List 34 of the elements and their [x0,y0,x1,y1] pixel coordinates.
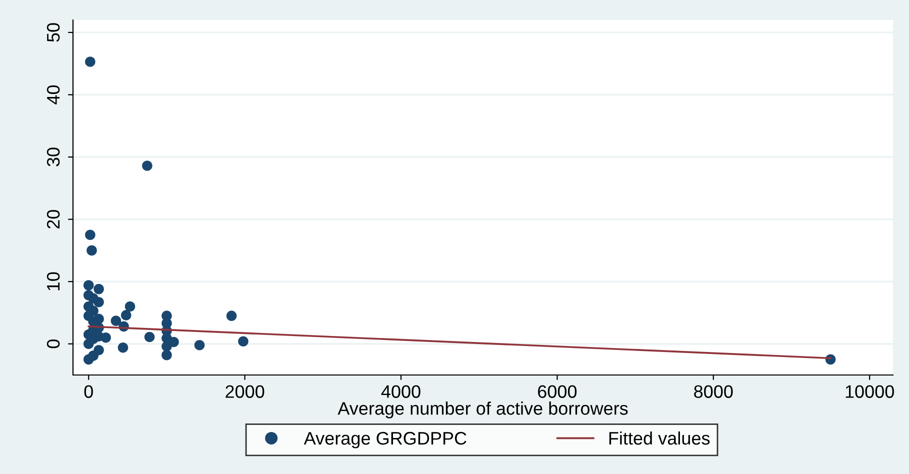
legend-label: Average GRGDPPC [304,432,466,448]
point [94,344,104,356]
y-tick-label: 0 [46,340,60,348]
point [120,310,132,320]
point [238,336,248,347]
x-tick-label: 6000 [538,385,577,398]
y-tick-label: 40 [46,85,60,104]
y-tick-label: 20 [46,210,60,228]
y-tick-label: 30 [46,148,60,166]
point [94,284,104,294]
point [226,310,237,321]
point [85,230,96,240]
point [94,296,104,308]
point [86,245,97,256]
legend-label: Fitted values [609,431,710,445]
point [162,350,172,360]
x-tick-label: 8000 [694,385,733,398]
y-tick-label: 50 [46,23,60,42]
point [110,316,122,326]
x-tick-label: 0 [84,385,93,398]
point [118,342,128,353]
x-tick-label: 10000 [846,385,894,398]
x-tick-label: 4000 [381,385,420,398]
point [83,280,94,290]
point [194,340,205,350]
x-tick-label: 2000 [226,385,264,398]
point [142,160,152,171]
point [85,56,96,67]
y-tick-label: 10 [46,272,60,290]
point [168,336,179,348]
x-axis-title: Average number of active borrowers [338,402,628,418]
point [144,332,155,342]
point [94,314,104,324]
point [124,301,136,312]
